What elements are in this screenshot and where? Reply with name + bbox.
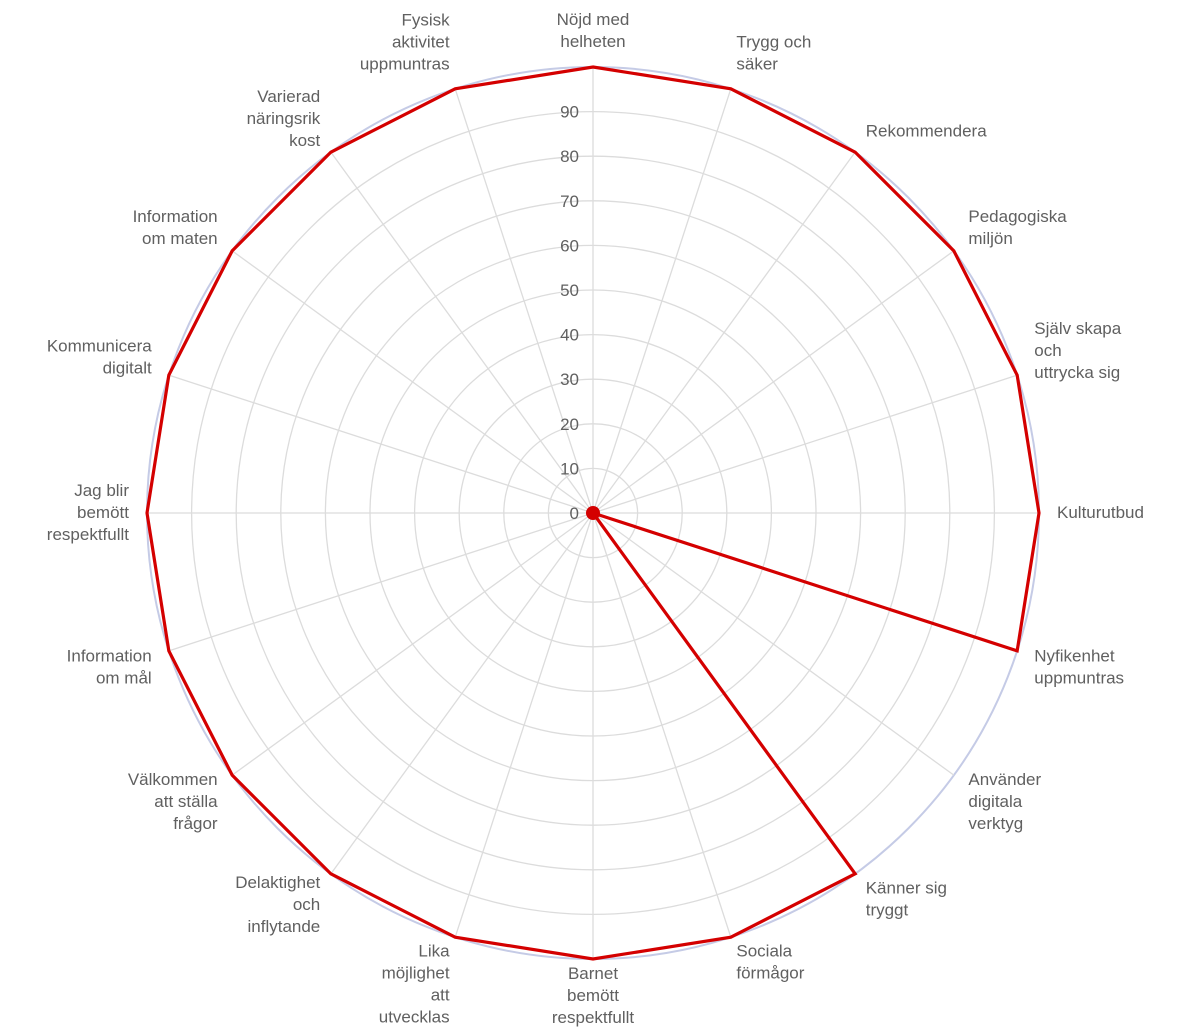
tick-label: 90 bbox=[560, 103, 579, 122]
spoke bbox=[592, 88, 732, 514]
axis-label-line: helheten bbox=[560, 32, 625, 51]
axis-label-line: Pedagogiska bbox=[968, 207, 1067, 226]
axis-label-line: och bbox=[293, 895, 320, 914]
axis-label-line: inflytande bbox=[247, 917, 320, 936]
axis-label-line: bemött bbox=[567, 986, 619, 1005]
spoke bbox=[168, 374, 594, 514]
axis-label-line: Varierad bbox=[257, 87, 320, 106]
axis-label-line: uppmuntras bbox=[1034, 668, 1124, 687]
axis-label-layer: Nöjd med helheten Trygg och säker Rekommende… bbox=[47, 10, 1144, 1027]
axis-label: Lika möjlighet att utvecklas bbox=[379, 941, 450, 1026]
spoke bbox=[231, 512, 594, 776]
series-layer bbox=[145, 65, 1041, 961]
tick-label: 80 bbox=[560, 147, 579, 166]
axis-label-line: bemött bbox=[77, 503, 129, 522]
spoke bbox=[231, 250, 594, 514]
axis-label-line: Delaktighet bbox=[235, 873, 320, 892]
data-point-marker bbox=[586, 506, 600, 520]
series-line bbox=[145, 65, 1041, 961]
axis-label-line: säker bbox=[736, 55, 778, 74]
spoke bbox=[592, 151, 856, 514]
axis-label: Använder digitala verktyg bbox=[968, 770, 1041, 833]
axis-label: Delaktighet och inflytande bbox=[235, 873, 320, 936]
axis-label-line: Trygg och bbox=[736, 33, 811, 52]
axis-label-line: digitala bbox=[968, 792, 1022, 811]
spoke bbox=[330, 512, 594, 875]
tick-label: 0 bbox=[570, 504, 579, 523]
spoke bbox=[592, 374, 1018, 514]
axis-label-line: tryggt bbox=[866, 900, 909, 919]
tick-label: 50 bbox=[560, 281, 579, 300]
axis-label-line: Rekommendera bbox=[866, 121, 987, 140]
spoke bbox=[454, 512, 594, 938]
axis-label-line: respektfullt bbox=[552, 1008, 634, 1027]
axis-label-line: respektfullt bbox=[47, 525, 129, 544]
axis-label-line: Använder bbox=[968, 770, 1041, 789]
tick-label: 10 bbox=[560, 459, 579, 478]
axis-label: Rekommendera bbox=[866, 121, 987, 140]
axis-label-line: näringsrik bbox=[247, 109, 321, 128]
axis-label-line: Kulturutbud bbox=[1057, 503, 1144, 522]
axis-label-line: digitalt bbox=[103, 358, 152, 377]
axis-label-line: Nyfikenhet bbox=[1034, 646, 1115, 665]
tick-label: 60 bbox=[560, 236, 579, 255]
spoke bbox=[592, 512, 732, 938]
axis-label-line: om mål bbox=[96, 668, 152, 687]
axis-label-line: Själv skapa bbox=[1034, 319, 1121, 338]
axis-label: Jag blir bemött respektfullt bbox=[47, 481, 130, 544]
axis-label-line: Nöjd med bbox=[557, 10, 630, 29]
axis-label: Information om maten bbox=[133, 207, 218, 248]
axis-label-line: utvecklas bbox=[379, 1007, 450, 1026]
axis-label-line: frågor bbox=[173, 814, 218, 833]
axis-label-line: uppmuntras bbox=[360, 55, 450, 74]
axis-label-line: att bbox=[431, 985, 450, 1004]
axis-label: Varierad näringsrik kost bbox=[247, 87, 321, 150]
axis-label-line: Fysisk bbox=[401, 11, 450, 30]
axis-label: Välkommen att ställa frågor bbox=[128, 770, 218, 833]
axis-label: Information om mål bbox=[67, 646, 152, 687]
axis-label-line: att ställa bbox=[154, 792, 218, 811]
axis-label: Trygg och säker bbox=[736, 33, 811, 74]
axis-label: Pedagogiska miljön bbox=[968, 207, 1067, 248]
axis-label-line: Känner sig bbox=[866, 878, 947, 897]
axis-label: Känner sig tryggt bbox=[866, 878, 947, 919]
tick-label: 30 bbox=[560, 370, 579, 389]
spoke bbox=[592, 512, 955, 776]
axis-label-line: aktivitet bbox=[392, 33, 450, 52]
axis-label: Sociala förmågor bbox=[736, 941, 804, 982]
axis-label: Barnet bemött respektfullt bbox=[552, 964, 634, 1027]
axis-label: Själv skapa och uttrycka sig bbox=[1034, 319, 1121, 382]
axis-label-line: Välkommen bbox=[128, 770, 218, 789]
axis-label-line: Jag blir bbox=[74, 481, 129, 500]
axis-label-line: uttrycka sig bbox=[1034, 363, 1120, 382]
axis-label-line: Information bbox=[133, 207, 218, 226]
tick-label: 40 bbox=[560, 326, 579, 345]
axis-label-line: Kommunicera bbox=[47, 336, 152, 355]
axis-label: Kommunicera digitalt bbox=[47, 336, 152, 377]
axis-label: Nyfikenhet uppmuntras bbox=[1034, 646, 1124, 687]
axis-label-line: om maten bbox=[142, 229, 218, 248]
axis-label: Nöjd med helheten bbox=[557, 10, 630, 51]
axis-label-line: Information bbox=[67, 646, 152, 665]
tick-label: 20 bbox=[560, 415, 579, 434]
axis-label-line: verktyg bbox=[968, 814, 1023, 833]
axis-label-line: miljön bbox=[968, 229, 1012, 248]
tick-label-layer: 0 10 20 30 40 50 60 70 80 90 bbox=[560, 103, 579, 523]
axis-label-line: Sociala bbox=[736, 941, 792, 960]
axis-label: Fysisk aktivitet uppmuntras bbox=[360, 11, 450, 74]
axis-label-line: kost bbox=[289, 131, 320, 150]
axis-label-line: förmågor bbox=[736, 963, 804, 982]
spoke bbox=[592, 250, 955, 514]
axis-label-line: Lika bbox=[418, 941, 450, 960]
axis-label-line: möjlighet bbox=[382, 963, 450, 982]
axis-label: Kulturutbud bbox=[1057, 503, 1144, 522]
tick-label: 70 bbox=[560, 192, 579, 211]
axis-label-line: och bbox=[1034, 341, 1061, 360]
spoke bbox=[454, 88, 594, 514]
axis-label-line: Barnet bbox=[568, 964, 618, 983]
spoke bbox=[168, 512, 594, 652]
spoke bbox=[330, 151, 594, 514]
